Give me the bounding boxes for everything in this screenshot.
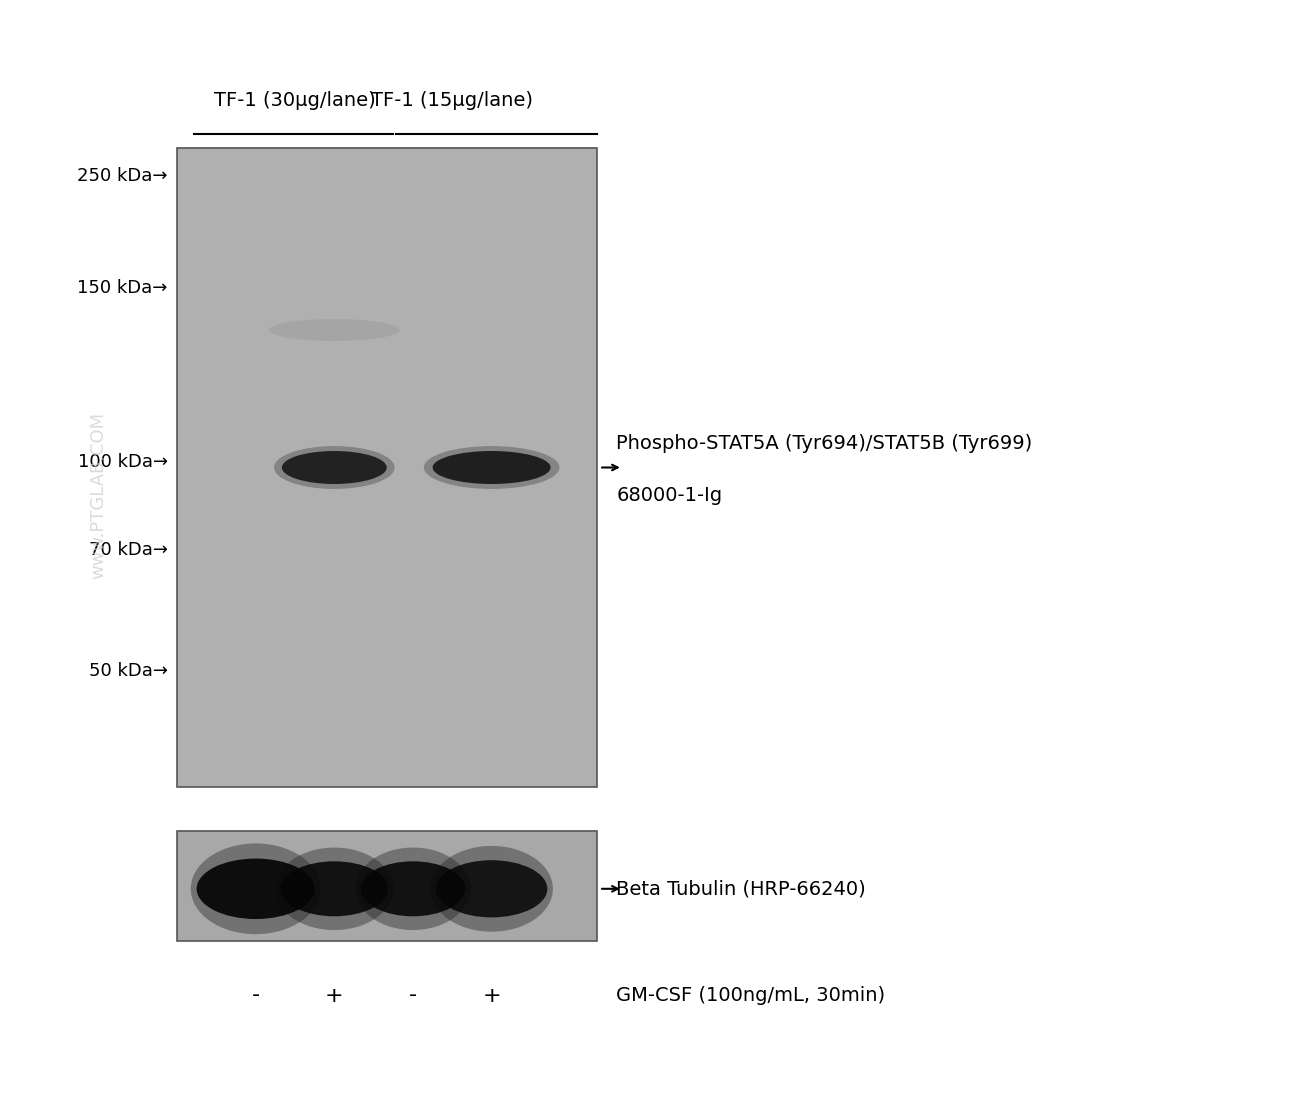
- Text: Phospho-STAT5A (Tyr694)/STAT5B (Tyr699): Phospho-STAT5A (Tyr694)/STAT5B (Tyr699): [616, 434, 1033, 453]
- Text: Beta Tubulin (HRP-66240): Beta Tubulin (HRP-66240): [616, 879, 867, 899]
- Text: +: +: [325, 986, 343, 1005]
- Text: www.PTGLAB.COM: www.PTGLAB.COM: [89, 411, 108, 579]
- Text: 68000-1-Ig: 68000-1-Ig: [616, 486, 722, 505]
- Ellipse shape: [435, 860, 548, 917]
- Bar: [177, 148, 597, 786]
- Text: 150 kDa→: 150 kDa→: [77, 279, 168, 297]
- Ellipse shape: [274, 447, 395, 488]
- Ellipse shape: [282, 451, 387, 484]
- Text: +: +: [482, 986, 501, 1005]
- Ellipse shape: [423, 447, 560, 488]
- Text: 100 kDa→: 100 kDa→: [77, 453, 168, 471]
- Ellipse shape: [430, 846, 553, 932]
- Text: TF-1 (15μg/lane): TF-1 (15μg/lane): [371, 91, 534, 110]
- Text: 70 kDa→: 70 kDa→: [89, 541, 168, 559]
- Text: -: -: [409, 986, 417, 1005]
- Text: 250 kDa→: 250 kDa→: [77, 167, 168, 185]
- Ellipse shape: [197, 858, 315, 920]
- Text: -: -: [252, 986, 260, 1005]
- Ellipse shape: [191, 844, 321, 934]
- Ellipse shape: [281, 861, 388, 916]
- Ellipse shape: [275, 847, 393, 930]
- Bar: [177, 830, 597, 940]
- Ellipse shape: [361, 861, 465, 916]
- Text: GM-CSF (100ng/mL, 30min): GM-CSF (100ng/mL, 30min): [616, 986, 885, 1005]
- Ellipse shape: [433, 451, 551, 484]
- Ellipse shape: [355, 847, 471, 930]
- Ellipse shape: [269, 319, 400, 341]
- Text: TF-1 (30μg/lane): TF-1 (30μg/lane): [214, 91, 376, 110]
- Text: 50 kDa→: 50 kDa→: [89, 662, 168, 680]
